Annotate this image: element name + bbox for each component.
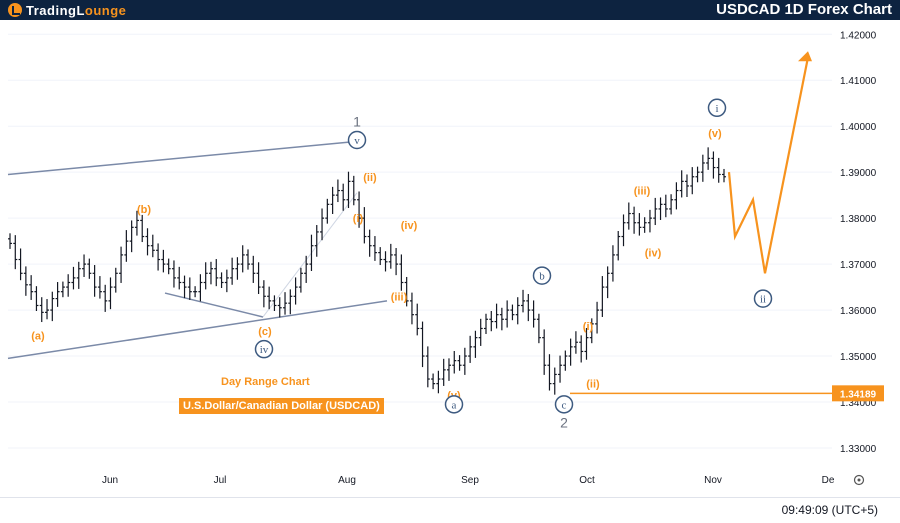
wave-label-(v): (v) — [708, 128, 722, 140]
wave-label-i: i — [715, 103, 718, 115]
x-tick-label: Jul — [214, 475, 227, 486]
wave-label-(a): (a) — [31, 330, 45, 342]
wave-label-(i): (i) — [353, 213, 364, 225]
logo-text-part-b: ounge — [84, 2, 127, 18]
channel-lower-line — [7, 300, 388, 360]
x-tick-label: Jun — [102, 475, 118, 486]
wave-label-(ii): (ii) — [586, 379, 600, 391]
wave-circle — [753, 289, 773, 308]
wave-channel — [7, 140, 388, 360]
settings-icon-center — [857, 478, 861, 482]
tradinglounge-logo: TradingLounge — [8, 1, 126, 19]
y-tick-label: 1.37000 — [840, 260, 877, 271]
wave-guide-line — [262, 192, 358, 318]
wave-label-(i): (i) — [583, 321, 594, 333]
y-tick-label: 1.40000 — [840, 122, 877, 133]
wave-circle — [347, 130, 367, 150]
status-bar: 09:49:09 (UTC+5) — [0, 497, 900, 523]
y-tick-label: 1.34000 — [840, 398, 877, 409]
candles — [8, 147, 726, 395]
wave-label-b: b — [539, 271, 545, 283]
x-tick-label: De — [822, 475, 835, 486]
x-tick-label: Aug — [338, 475, 356, 486]
current-price-tag — [832, 385, 884, 402]
wave-label-(ii): (ii) — [363, 172, 377, 184]
logo-text: TradingLounge — [26, 3, 126, 18]
wave-label-2: 2 — [560, 415, 568, 431]
settings-icon — [853, 474, 865, 486]
chart-title: USDCAD 1D Forex Chart — [716, 1, 892, 18]
logo-text-part-a: TradingL — [26, 2, 85, 18]
wave-labels: 1 v (ii) (i) (iv) (iii) (a) (b) (c) iv (v) a b c 2 (i) (… — [31, 98, 773, 431]
y-tick-label: 1.42000 — [840, 30, 877, 41]
x-axis: Jun Jul Aug Sep Oct Nov De — [102, 474, 865, 486]
overlay-title: Day Range Chart — [221, 376, 310, 388]
price-chart[interactable]: 1 v (ii) (i) (iv) (iii) (a) (b) (c) iv (v) a b c 2 (i) (… — [0, 20, 900, 497]
wave-c-line — [164, 292, 264, 318]
wave-circle — [444, 395, 464, 414]
logo-mark-icon — [8, 3, 22, 17]
wave-label-(iv): (iv) — [401, 220, 418, 232]
wave-label-1: 1 — [353, 114, 361, 130]
wave-circle — [707, 98, 727, 118]
wave-label-ii: ii — [760, 294, 766, 306]
y-tick-label: 1.41000 — [840, 76, 877, 87]
y-axis: 1.42000 1.41000 1.40000 1.39000 1.38000 1.370… — [832, 30, 884, 455]
clock-readout: 09:49:09 (UTC+5) — [781, 503, 878, 517]
wave-label-c: c — [562, 399, 567, 411]
projection-path — [570, 51, 832, 395]
y-tick-label: 1.36000 — [840, 306, 877, 317]
wave-circle — [254, 339, 274, 359]
header-bar: TradingLounge USDCAD 1D Forex Chart — [0, 0, 900, 20]
x-tick-label: Oct — [579, 475, 595, 486]
overlay-subtitle: U.S.Dollar/Canadian Dollar (USDCAD) — [179, 398, 384, 414]
wave-label-iv: iv — [260, 344, 269, 356]
wave-label-a: a — [452, 399, 457, 411]
x-tick-label: Sep — [461, 475, 479, 486]
wave-circle — [532, 266, 552, 285]
y-tick-label: 1.33000 — [840, 444, 877, 455]
grid — [8, 33, 832, 449]
channel-upper-line — [7, 140, 358, 176]
wave-label-v: v — [354, 135, 360, 147]
wave-circle — [554, 395, 574, 414]
y-tick-label: 1.39000 — [840, 168, 877, 179]
projection-line — [727, 57, 810, 274]
wave-label-(c): (c) — [258, 326, 272, 338]
projection-arrowhead — [798, 51, 812, 62]
y-tick-label: 1.38000 — [840, 214, 877, 225]
current-price-label: 1.34189 — [840, 389, 877, 400]
wave-label-(iii): (iii) — [391, 291, 408, 303]
wave-label-(iv): (iv) — [645, 248, 662, 260]
wave-label-(iii): (iii) — [634, 186, 651, 198]
wave-label-(b): (b) — [137, 204, 151, 216]
y-tick-label: 1.35000 — [840, 352, 877, 363]
x-tick-label: Nov — [704, 475, 722, 486]
